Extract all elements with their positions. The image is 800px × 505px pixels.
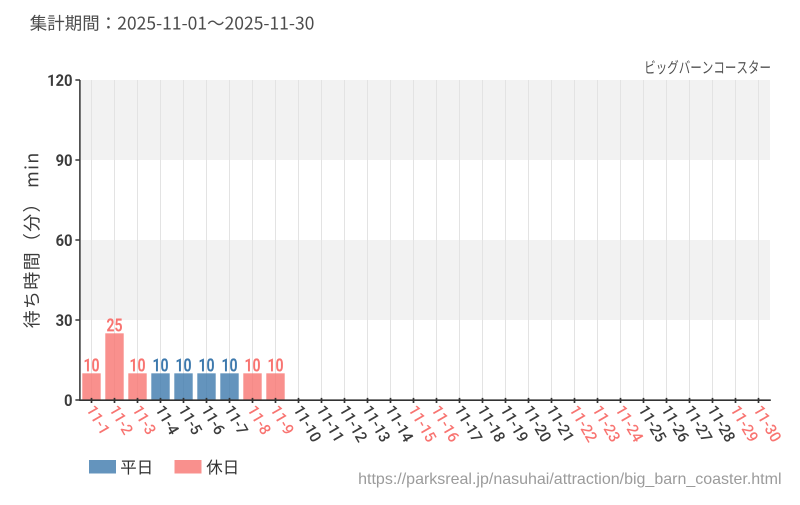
- svg-text:https://parksreal.jp/nasuhai/a: https://parksreal.jp/nasuhai/attraction/…: [358, 471, 781, 488]
